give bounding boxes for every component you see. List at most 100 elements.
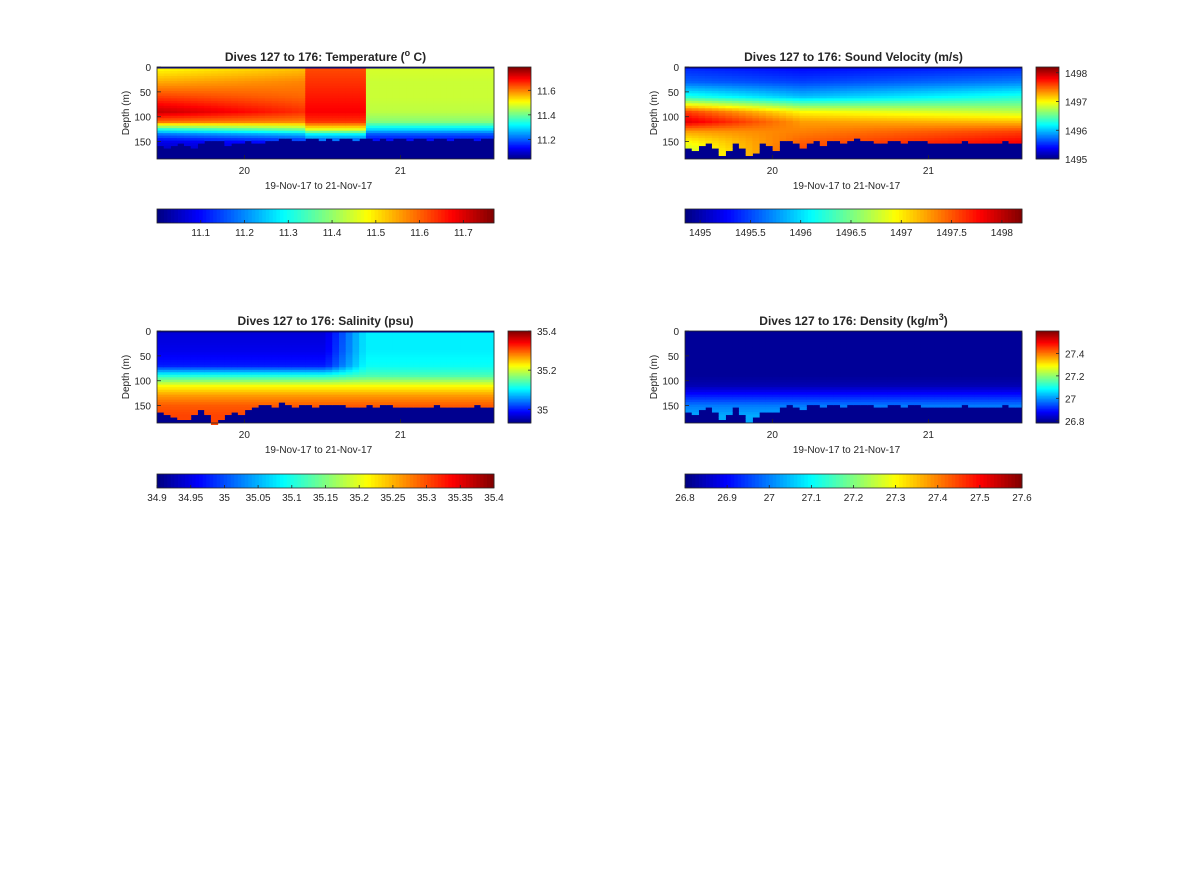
heatmap-cell [318, 354, 326, 358]
heatmap-cell [399, 85, 407, 89]
heatmap-cell [453, 113, 461, 117]
heatmap-cell [738, 135, 747, 139]
heatmap-cell [433, 362, 441, 366]
heatmap-cell [880, 90, 888, 94]
heatmap-cell [745, 78, 753, 82]
heatmap-cell [251, 342, 259, 346]
heatmap-cell [826, 70, 834, 74]
heatmap-cell [285, 392, 293, 396]
heatmap-cell [813, 110, 821, 114]
heatmap-cell [224, 389, 232, 393]
colorbar-swatch [508, 378, 531, 381]
heatmap-cell [685, 103, 693, 107]
heatmap-cell [325, 128, 333, 132]
heatmap-cell [893, 85, 902, 89]
heatmap-cell [1001, 113, 1010, 117]
heatmap-cell [968, 133, 976, 137]
heatmap-cell [446, 70, 455, 74]
colorbar-swatch [234, 209, 239, 223]
heatmap-cell [467, 332, 475, 336]
heatmap-cell [487, 85, 495, 89]
heatmap-cell [332, 382, 340, 386]
heatmap-cell [217, 85, 225, 89]
heatmap-cell [345, 118, 353, 122]
heatmap-cell [278, 110, 286, 114]
heatmap-cell [312, 337, 320, 341]
heatmap-cell [157, 118, 165, 122]
heatmap-cell [995, 70, 1003, 74]
heatmap-cell [379, 88, 387, 92]
heatmap-cell [853, 80, 861, 84]
heatmap-cell [157, 332, 165, 336]
heatmap-cell [853, 120, 861, 124]
heatmap-cell [318, 118, 326, 122]
heatmap-cell [271, 374, 279, 378]
heatmap-cell [1001, 90, 1010, 94]
heatmap-cell [487, 342, 495, 346]
heatmap-cell [419, 392, 428, 396]
heatmap-cell [244, 113, 252, 117]
heatmap-cell [197, 110, 205, 114]
heatmap-cell [386, 110, 394, 114]
heatmap-cell [853, 130, 861, 134]
heatmap-cell [873, 135, 881, 139]
heatmap-cell [210, 120, 219, 124]
heatmap-cell [258, 128, 266, 132]
colorbar-swatch [1004, 209, 1009, 223]
colorbar-swatch [262, 209, 267, 223]
heatmap-cell [305, 399, 313, 403]
heatmap-cell [352, 80, 360, 84]
heatmap-cell [779, 128, 787, 132]
chart-panel-2: Dives 127 to 176: Sound Velocity (m/s)05… [649, 50, 1088, 239]
heatmap-cell [338, 374, 347, 378]
heatmap-cell [372, 347, 380, 351]
heatmap-cell [278, 374, 286, 378]
heatmap-cell [806, 118, 814, 122]
heatmap-cell [446, 374, 455, 378]
heatmap-cell [204, 123, 212, 127]
heatmap-cell [190, 387, 198, 391]
heatmap-cell [372, 115, 380, 119]
heatmap-cell [698, 103, 706, 107]
heatmap-cell [920, 93, 929, 97]
heatmap-cell [379, 135, 387, 139]
heatmap-cell [399, 95, 407, 99]
heatmap-cell [345, 332, 353, 336]
heatmap-cell [190, 138, 198, 142]
heatmap-cell [460, 80, 468, 84]
heatmap-cell [826, 93, 834, 97]
heatmap-cell [833, 88, 841, 92]
colorbar-swatch [895, 209, 900, 223]
colorbar-swatch [1036, 105, 1059, 108]
heatmap-cell [386, 135, 394, 139]
heatmap-cell [204, 73, 212, 77]
heatmap-cell [258, 75, 266, 79]
heatmap-cell [386, 364, 394, 368]
heatmap-cell [359, 394, 367, 398]
heatmap-cell [312, 334, 320, 338]
heatmap-cell [406, 88, 414, 92]
heatmap-cell [177, 349, 185, 353]
heatmap-cell [732, 70, 740, 74]
heatmap-cell [792, 73, 801, 77]
heatmap-cell [332, 135, 340, 139]
heatmap-cell [312, 359, 320, 363]
heatmap-cell [264, 113, 273, 117]
heatmap-cell [177, 88, 185, 92]
heatmap-cell [833, 128, 841, 132]
heatmap-cell [413, 402, 421, 406]
heatmap-cell [204, 339, 212, 343]
x-axis-label: 19-Nov-17 to 21-Nov-17 [265, 181, 373, 192]
heatmap-cell [433, 374, 441, 378]
heatmap-cell [840, 90, 848, 94]
heatmap-cell [433, 125, 441, 129]
heatmap-cell [157, 110, 165, 114]
heatmap-cell [426, 334, 434, 338]
heatmap-cell [352, 138, 360, 142]
heatmap-cell [359, 387, 367, 391]
heatmap-cell [372, 118, 380, 122]
heatmap-cell [752, 120, 760, 124]
heatmap-cell [738, 125, 747, 129]
heatmap-cell [271, 369, 279, 373]
heatmap-cell [163, 364, 171, 368]
